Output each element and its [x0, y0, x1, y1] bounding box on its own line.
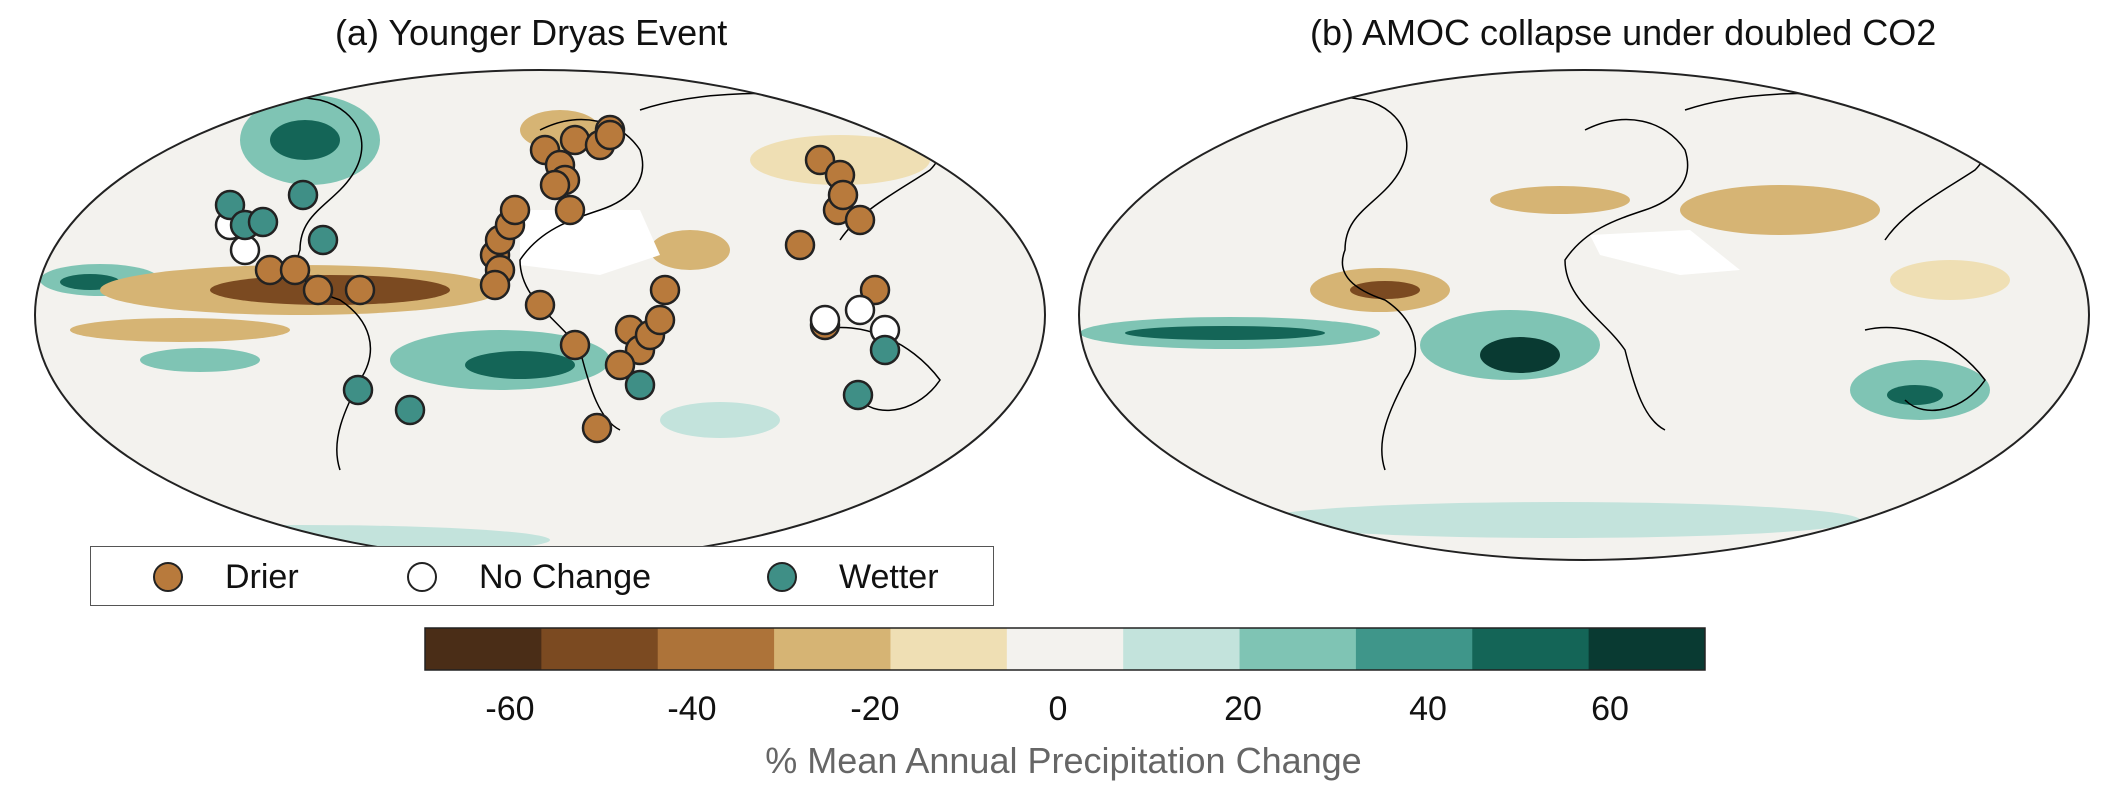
site-marker: [499, 194, 531, 226]
colorbar-segment: [425, 628, 542, 670]
legend-dot-no-change: [407, 562, 437, 592]
colorbar-segment: [1472, 628, 1590, 670]
colorbar: [424, 627, 1706, 671]
colorbar-segment: [1123, 628, 1241, 670]
site-marker: [859, 274, 891, 306]
colorbar-tick: -60: [485, 690, 535, 728]
panel-b-title: (b) AMOC collapse under doubled CO2: [1310, 12, 1937, 53]
colorbar-segment: [890, 628, 1008, 670]
site-marker: [524, 289, 556, 321]
site-marker: [302, 274, 334, 306]
site-marker: [307, 224, 339, 256]
colorbar-outline: [424, 627, 1706, 671]
panel-a-map: [35, 70, 1045, 560]
site-marker: [279, 254, 311, 286]
site-marker: [869, 334, 901, 366]
colorbar-tick: -40: [667, 690, 717, 728]
site-marker: [581, 412, 613, 444]
site-marker: [344, 274, 376, 306]
site-marker: [827, 179, 859, 211]
site-marker: [594, 119, 626, 151]
colorbar-tick: 20: [1224, 690, 1262, 728]
legend-dot-drier: [153, 562, 183, 592]
panel-b-map: [1079, 70, 2089, 560]
site-marker: [394, 394, 426, 426]
site-marker: [644, 304, 676, 336]
site-marker: [784, 229, 816, 261]
site-marker: [649, 274, 681, 306]
site-marker: [844, 294, 876, 326]
legend-label-no-change: No Change: [479, 557, 652, 596]
site-marker: [342, 374, 374, 406]
colorbar-tick: 60: [1591, 690, 1629, 728]
legend-item-drier: Drier: [153, 547, 299, 607]
legend-item-wetter: Wetter: [767, 547, 939, 607]
colorbar-segment: [774, 628, 891, 670]
colorbar-segment: [1006, 628, 1124, 670]
colorbar-segment: [1239, 628, 1357, 670]
site-marker: [842, 379, 874, 411]
colorbar-label: % Mean Annual Precipitation Change: [765, 740, 1362, 781]
site-marker: [804, 144, 836, 176]
site-marker: [479, 269, 511, 301]
site-marker: [809, 304, 841, 336]
site-marker: [559, 124, 591, 156]
site-marker: [604, 349, 636, 381]
colorbar-tick: 40: [1409, 690, 1447, 728]
panel-a-title: (a) Younger Dryas Event: [335, 12, 728, 53]
legend-label-drier: Drier: [225, 557, 299, 596]
colorbar-segment: [541, 628, 659, 670]
site-marker: [624, 369, 656, 401]
site-marker: [844, 204, 876, 236]
site-marker: [214, 189, 246, 221]
legend: Drier No Change Wetter: [90, 546, 994, 606]
site-marker: [539, 169, 571, 201]
colorbar-tick: 0: [1048, 690, 1068, 728]
site-marker: [287, 179, 319, 211]
site-marker: [247, 206, 279, 238]
site-marker: [559, 329, 591, 361]
legend-item-no-change: No Change: [407, 547, 651, 607]
colorbar-tick: -20: [850, 690, 900, 728]
site-marker: [554, 194, 586, 226]
colorbar-segment: [1588, 628, 1706, 670]
colorbar-segment: [657, 628, 775, 670]
site-markers: [214, 114, 901, 444]
legend-dot-wetter: [767, 562, 797, 592]
legend-label-wetter: Wetter: [839, 557, 939, 596]
colorbar-segment: [1355, 628, 1473, 670]
